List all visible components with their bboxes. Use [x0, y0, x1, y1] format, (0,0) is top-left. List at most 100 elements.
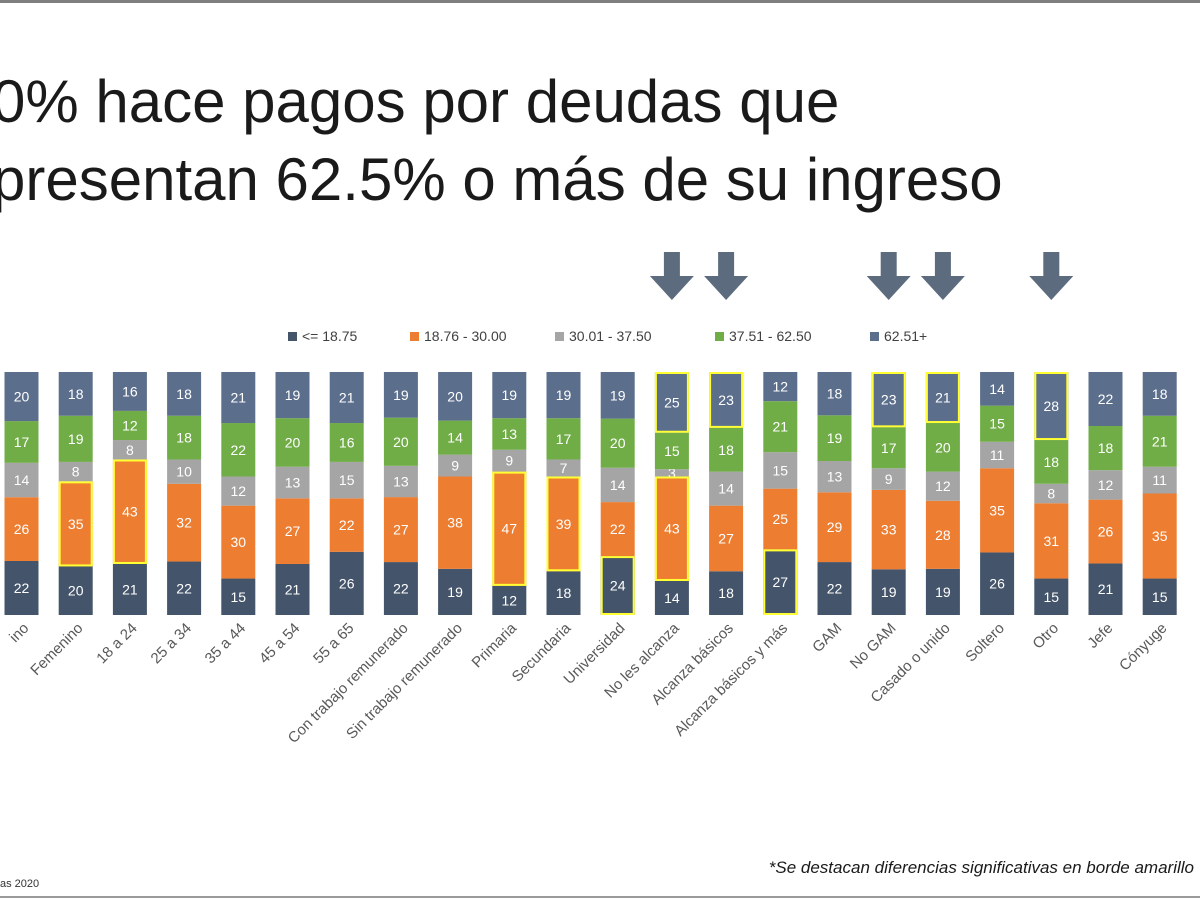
data-label-conyuge-62-51: 18	[1152, 386, 1168, 402]
legend-swatch-37-51-62-50	[715, 332, 724, 341]
bar-segment-con-trabajo-remunerado-18-76-30-00	[383, 497, 418, 563]
data-label-otro-18-76-30-00: 31	[1044, 533, 1060, 549]
bar-segment-ino-18-75	[4, 561, 39, 615]
source-note: as 2020	[0, 878, 40, 890]
data-label-gam-62-51: 18	[827, 386, 843, 402]
bar-segment-25-a-34-30-01-37-50	[167, 459, 202, 484]
data-label-universidad-18-76-30-00: 22	[610, 521, 626, 537]
data-label-primaria-30-01-37-50: 9	[505, 453, 513, 469]
highlight-border-casado-o-unido-62-51	[925, 372, 960, 424]
data-label-soltero-18-76-30-00: 35	[989, 502, 1005, 518]
bar-segment-alcanza-basicos-y-mas-18-76-30-00	[763, 488, 798, 550]
bar-segment-con-trabajo-remunerado-18-75	[383, 562, 418, 615]
bar-segment-55-a-65-18-75	[329, 551, 364, 615]
data-label-sin-trabajo-remunerado-18-75: 19	[447, 584, 463, 600]
data-label-no-les-alcanza-18-76-30-00: 43	[664, 521, 680, 537]
bar-segment-sin-trabajo-remunerado-18-76-30-00	[438, 476, 473, 569]
data-label-35-a-44-18-75: 15	[231, 589, 247, 605]
bar-segment-secundaria-30-01-37-50	[546, 459, 581, 477]
category-label-35-a-44: 35 a 44	[202, 620, 249, 667]
legend-swatch-18-76-30-00	[410, 332, 419, 341]
bar-segment-18-a-24-30-01-37-50	[112, 440, 147, 460]
highlight-border-otro-62-51	[1034, 372, 1069, 441]
bar-segment-45-a-54-18-76-30-00	[275, 498, 310, 564]
category-label-45-a-54: 45 a 54	[256, 620, 303, 667]
bar-segment-35-a-44-62-51	[221, 372, 256, 424]
data-label-primaria-62-51: 19	[502, 387, 518, 403]
data-label-45-a-54-18-76-30-00: 27	[285, 523, 301, 539]
bar-segment-35-a-44-30-01-37-50	[221, 476, 256, 506]
down-arrow-icon-alcanza-basicos	[704, 252, 749, 300]
data-label-alcanza-basicos-y-mas-37-51-62-50: 21	[773, 419, 789, 435]
bar-segment-otro-18-76-30-00	[1034, 503, 1069, 579]
data-label-45-a-54-37-51-62-50: 20	[285, 434, 301, 450]
bar-segment-alcanza-basicos-37-51-62-50	[709, 427, 744, 472]
data-label-conyuge-18-75: 15	[1152, 589, 1168, 605]
data-label-secundaria-37-51-62-50: 17	[556, 431, 572, 447]
data-label-alcanza-basicos-y-mas-18-76-30-00: 25	[773, 511, 789, 527]
category-label-primaria: Primaria	[469, 619, 521, 671]
category-label-55-a-65: 55 a 65	[310, 620, 357, 667]
data-label-casado-o-unido-18-76-30-00: 28	[935, 527, 951, 543]
bar-segment-55-a-65-62-51	[329, 372, 364, 424]
bar-segment-sin-trabajo-remunerado-37-51-62-50	[438, 420, 473, 455]
legend-label-18-75: <= 18.75	[302, 328, 357, 344]
down-arrow-icon-otro	[1029, 252, 1074, 300]
data-label-25-a-34-30-01-37-50: 10	[176, 464, 192, 480]
bar-segment-casado-o-unido-62-51	[925, 372, 960, 424]
bar-segment-alcanza-basicos-y-mas-37-51-62-50	[763, 401, 798, 453]
data-label-alcanza-basicos-y-mas-62-51: 12	[773, 379, 789, 395]
bar-segment-sin-trabajo-remunerado-62-51	[438, 372, 473, 421]
top-rule	[0, 0, 1200, 3]
bar-segment-casado-o-unido-18-75	[925, 568, 960, 615]
bar-segment-35-a-44-18-76-30-00	[221, 505, 256, 579]
category-label-soltero: Soltero	[962, 620, 1008, 666]
data-label-femenino-37-51-62-50: 19	[68, 431, 84, 447]
bar-segment-18-a-24-37-51-62-50	[112, 410, 147, 441]
highlight-border-18-a-24-18-76-30-00	[112, 459, 147, 564]
data-label-35-a-44-30-01-37-50: 12	[231, 483, 247, 499]
bar-segment-25-a-34-37-51-62-50	[167, 415, 202, 460]
legend-swatch-18-75	[288, 332, 297, 341]
data-label-45-a-54-30-01-37-50: 13	[285, 475, 301, 491]
data-label-alcanza-basicos-37-51-62-50: 18	[718, 442, 734, 458]
bar-segment-ino-62-51	[4, 372, 39, 422]
bar-segment-alcanza-basicos-30-01-37-50	[709, 471, 744, 506]
data-label-universidad-62-51: 19	[610, 387, 626, 403]
data-label-primaria-18-75: 12	[502, 592, 518, 608]
bar-segment-no-les-alcanza-30-01-37-50	[654, 469, 689, 477]
bar-segment-conyuge-62-51	[1142, 372, 1177, 416]
bar-segment-femenino-18-75	[58, 566, 93, 615]
bar-segment-45-a-54-62-51	[275, 372, 310, 419]
data-label-con-trabajo-remunerado-37-51-62-50: 20	[393, 434, 409, 450]
data-label-18-a-24-30-01-37-50: 8	[126, 442, 134, 458]
bar-segment-no-gam-30-01-37-50	[871, 468, 906, 490]
highlight-border-no-les-alcanza-62-51	[654, 372, 689, 433]
data-label-gam-30-01-37-50: 13	[827, 469, 843, 485]
data-label-secundaria-30-01-37-50: 7	[560, 460, 568, 476]
page-title-line-2: presentan 62.5% o más de su ingreso	[0, 146, 1003, 213]
bar-segment-gam-37-51-62-50	[817, 415, 852, 462]
footnote: *Se destacan diferencias significativas …	[768, 858, 1194, 877]
bar-segment-universidad-18-75	[600, 556, 635, 615]
bar-segment-gam-62-51	[817, 372, 852, 416]
bar-segment-no-les-alcanza-18-75	[654, 580, 689, 615]
data-label-jefe-18-76-30-00: 26	[1098, 524, 1114, 540]
bar-segment-alcanza-basicos-18-75	[709, 571, 744, 615]
data-label-ino-18-75: 22	[14, 580, 30, 596]
data-label-45-a-54-18-75: 21	[285, 581, 301, 597]
category-label-conyuge: Cónyuge	[1116, 620, 1170, 674]
data-label-35-a-44-37-51-62-50: 22	[231, 442, 247, 458]
data-label-con-trabajo-remunerado-62-51: 19	[393, 387, 409, 403]
bar-segment-25-a-34-18-76-30-00	[167, 483, 202, 562]
data-label-55-a-65-37-51-62-50: 16	[339, 434, 355, 450]
data-label-primaria-18-76-30-00: 47	[502, 521, 518, 537]
bar-segment-otro-62-51	[1034, 372, 1069, 441]
bar-segment-alcanza-basicos-18-76-30-00	[709, 505, 744, 572]
data-label-35-a-44-18-76-30-00: 30	[231, 534, 247, 550]
highlight-border-no-les-alcanza-18-76-30-00	[654, 476, 689, 581]
bar-segment-no-les-alcanza-18-76-30-00	[654, 476, 689, 581]
bar-segment-18-a-24-18-76-30-00	[112, 459, 147, 564]
data-label-18-a-24-62-51: 16	[122, 383, 138, 399]
highlight-border-no-gam-62-51	[871, 372, 906, 428]
